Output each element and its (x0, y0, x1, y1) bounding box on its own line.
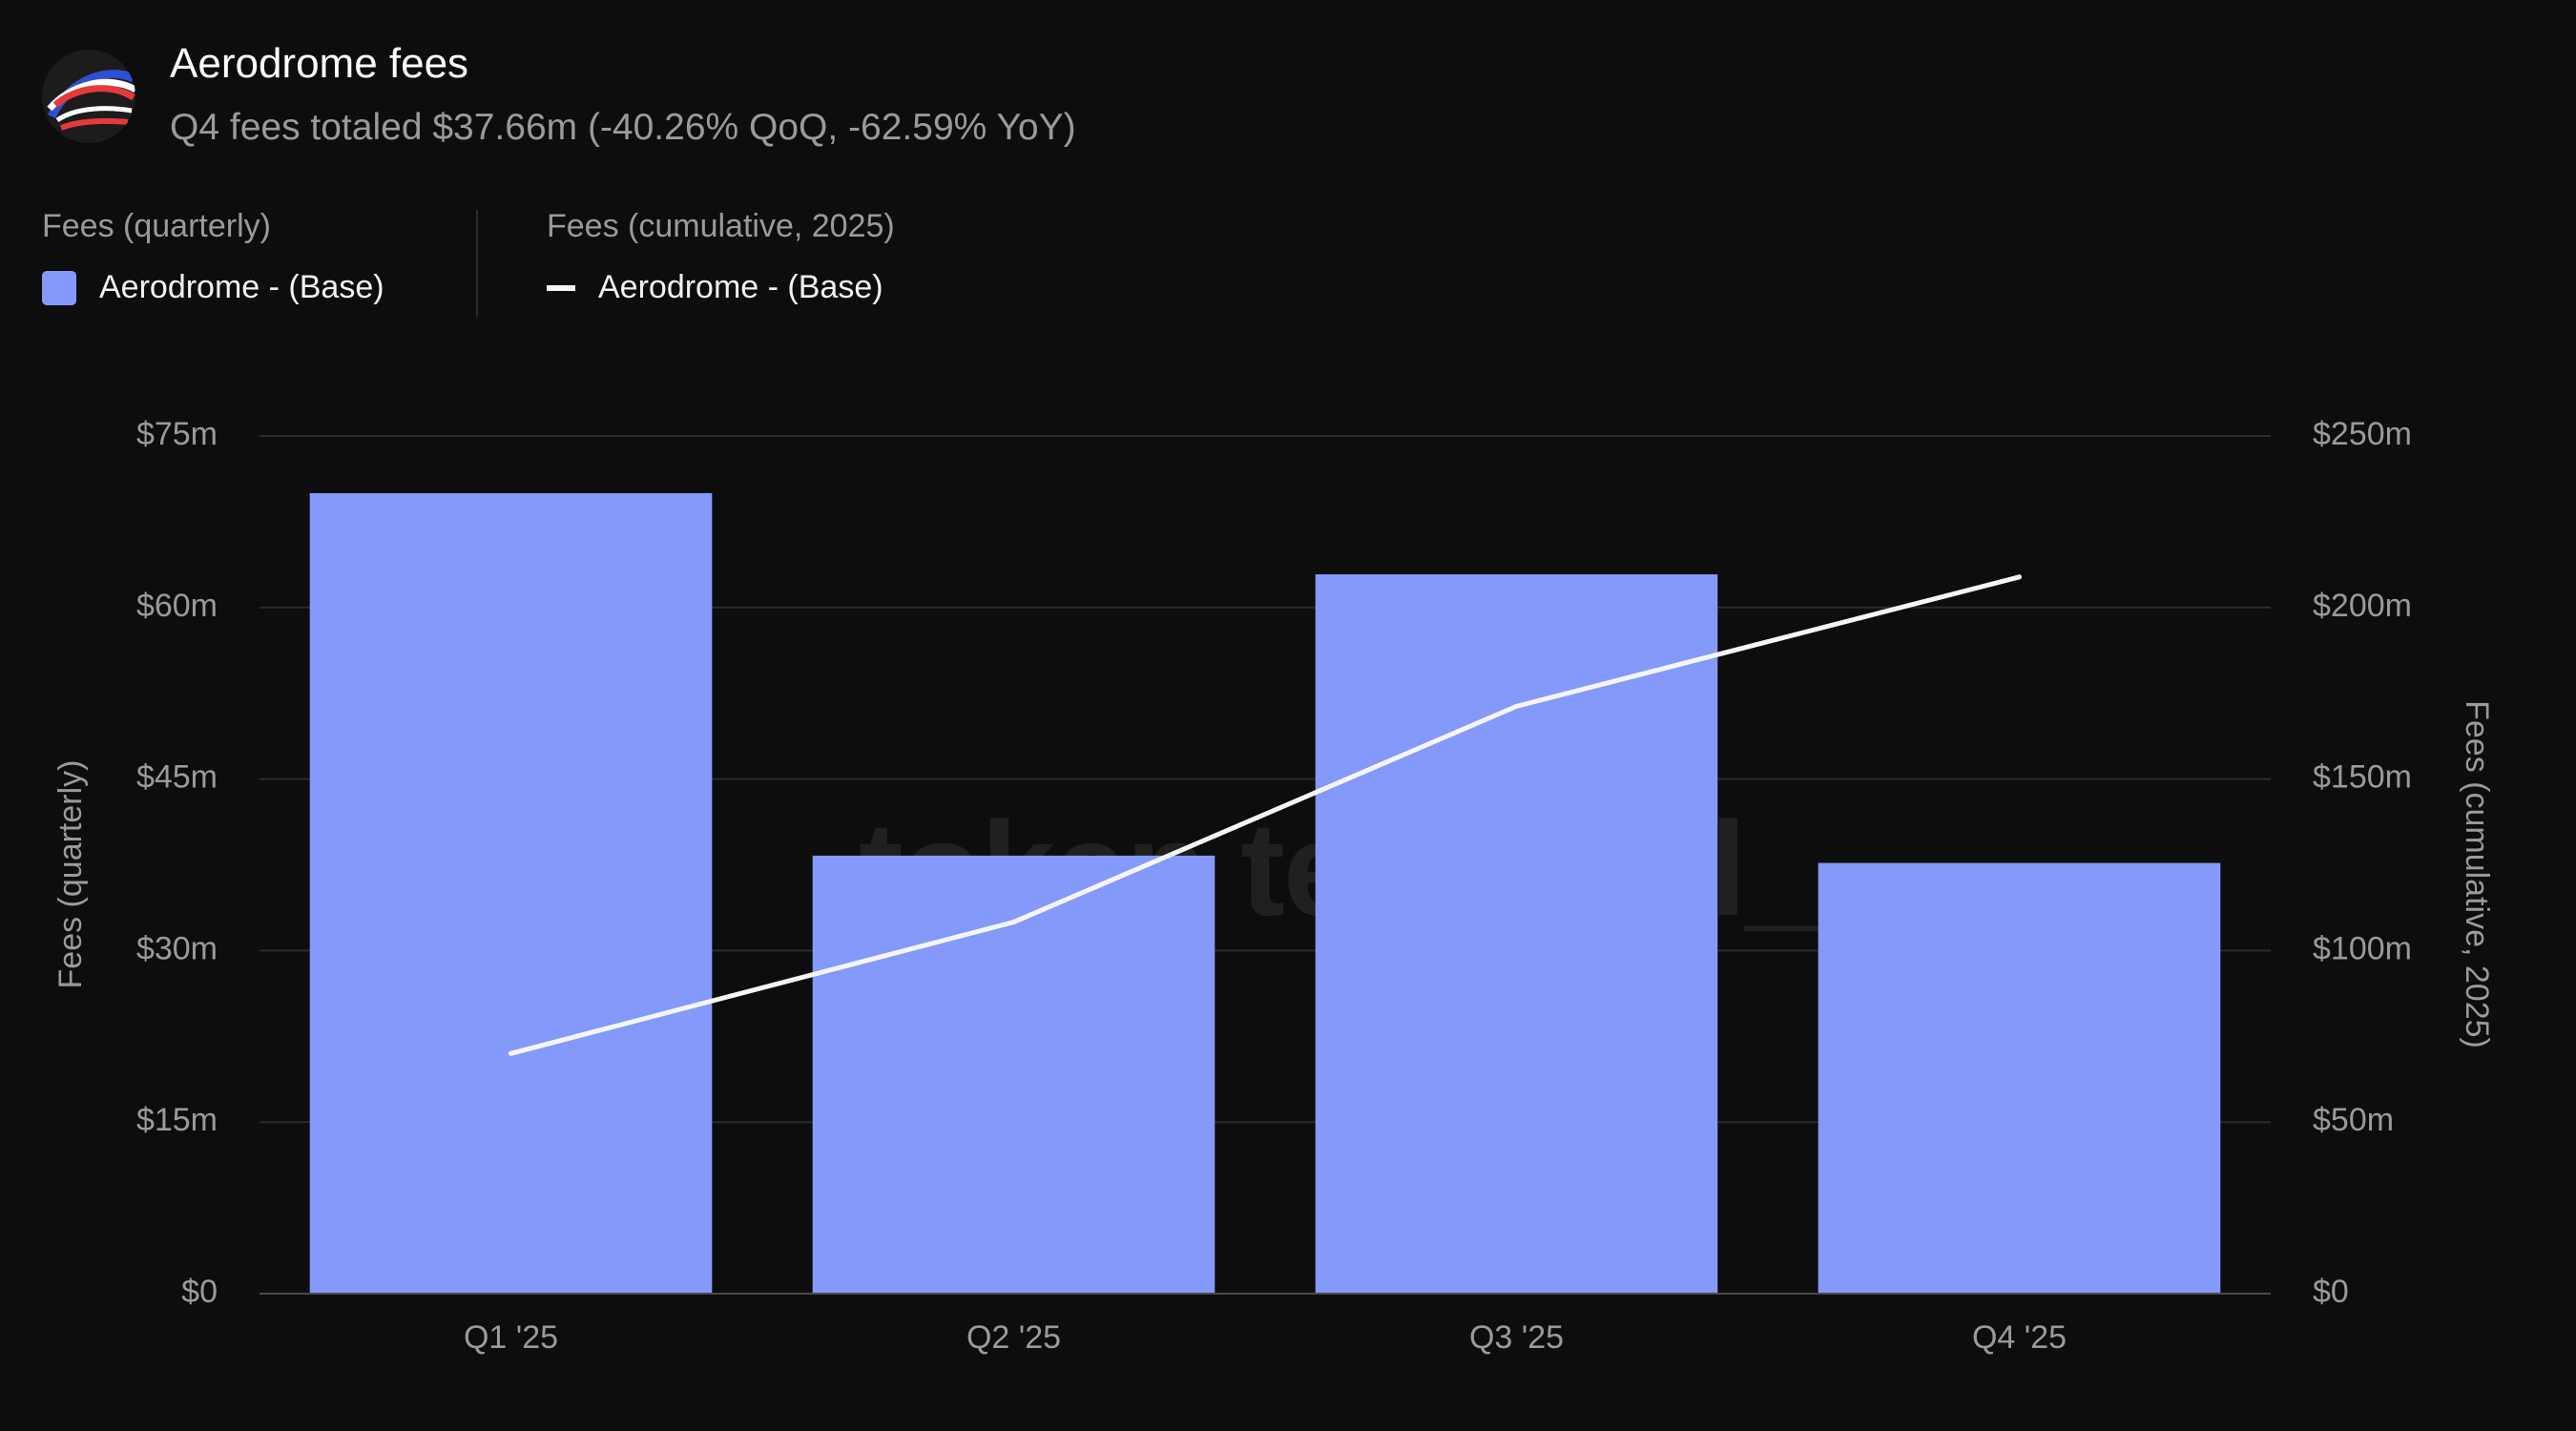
y2-tick-label: $100m (2313, 930, 2412, 966)
y-tick-label: $0 (181, 1274, 218, 1310)
legend-line-swatch (547, 284, 575, 291)
y-tick-label: $30m (136, 930, 218, 966)
y2-tick-label: $250m (2313, 416, 2412, 452)
y2-tick-label: $50m (2313, 1102, 2394, 1138)
y-tick-label: $45m (136, 759, 218, 796)
legend-quarterly-entry[interactable]: Aerodrome - (Base) (42, 269, 384, 306)
legend-quarterly: Fees (quarterly) Aerodrome - (Base) (42, 208, 384, 306)
legend-bar-swatch (42, 270, 76, 305)
bar (1315, 574, 1718, 1294)
y-axis-title: Fees (quarterly) (52, 760, 89, 989)
bar (1818, 862, 2221, 1294)
y2-tick-label: $150m (2313, 759, 2412, 796)
x-tick-label: Q1 '25 (464, 1319, 558, 1356)
legend-cumulative-label: Aerodrome - (Base) (598, 269, 883, 305)
y-tick-label: $15m (136, 1102, 218, 1138)
line-point (509, 1050, 513, 1056)
legend-quarterly-label: Aerodrome - (Base) (99, 269, 384, 305)
legend-cumulative-entry[interactable]: Aerodrome - (Base) (547, 269, 895, 306)
x-tick-label: Q3 '25 (1469, 1319, 1564, 1356)
y2-axis-title: Fees (cumulative, 2025) (2459, 700, 2495, 1048)
aerodrome-logo-icon (42, 50, 135, 143)
legend-cumulative: Fees (cumulative, 2025) Aerodrome - (Bas… (547, 208, 895, 306)
line-point (1514, 703, 1519, 709)
chart-subtitle: Q4 fees totaled $37.66m (-40.26% QoQ, -6… (170, 107, 1076, 148)
line-point (2017, 574, 2022, 580)
y-tick-label: $75m (136, 416, 218, 452)
bar (812, 855, 1215, 1294)
y-tick-label: $60m (136, 588, 218, 624)
legend-quarterly-heading: Fees (quarterly) (42, 208, 271, 244)
legend-divider (476, 210, 478, 317)
chart-title: Aerodrome fees (170, 40, 469, 87)
x-tick-label: Q2 '25 (966, 1319, 1061, 1356)
y2-tick-label: $0 (2313, 1274, 2349, 1310)
y2-tick-label: $200m (2313, 588, 2412, 624)
cumulative-line (509, 574, 2022, 1056)
legend-cumulative-heading: Fees (cumulative, 2025) (547, 208, 895, 244)
line-point (1011, 920, 1016, 925)
bar (309, 492, 713, 1294)
x-tick-label: Q4 '25 (1972, 1319, 2067, 1356)
